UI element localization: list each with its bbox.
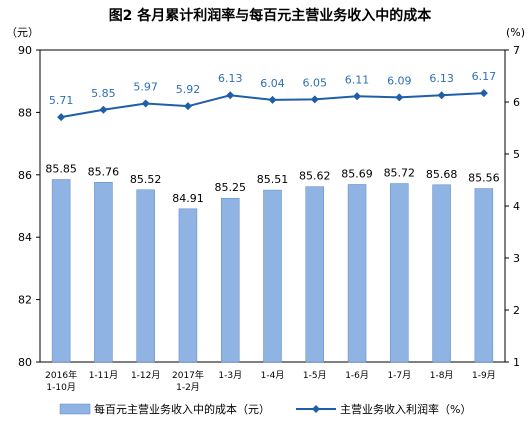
bar-data-label: 85.25 [214,181,246,194]
bar [305,186,325,363]
line-data-label: 6.11 [345,73,370,86]
line-point [141,99,150,108]
bar [347,184,367,363]
left-axis-tick-label: 86 [18,169,32,182]
line-series [57,89,488,122]
bar-data-label: 85.76 [88,165,120,178]
bar [51,179,71,363]
x-axis-tick-label: 1-4月 [261,370,285,381]
bar-data-label: 85.51 [257,173,289,186]
x-axis-tick-label: 1-12月 [131,370,160,381]
line-data-labels: 5.71 5.85 5.97 5.92 6.13 6.04 6.05 6.11 6.09 6.13… [49,70,496,107]
line-data-label: 6.17 [472,70,497,83]
left-axis-tick-label: 80 [18,356,32,369]
left-axis: 80 82 84 86 88 90 [18,44,40,369]
x-axis-tick-label: 1-9月 [472,370,496,381]
legend-bar-label: 每百元主营业务收入中的成本（元） [94,402,270,416]
bar-data-label: 85.62 [299,170,331,183]
x-axis-tick-label: 1-5月 [303,370,327,381]
x-axis-tick-label: 2017年 [172,369,204,381]
bar-data-label: 85.56 [468,172,500,185]
line-data-label: 6.05 [303,76,328,89]
bar [432,184,451,363]
right-axis-unit: (%) [506,26,525,39]
bar [220,197,240,363]
bar-data-label: 85.85 [45,162,77,175]
line-data-label: 6.13 [218,72,243,85]
bar [263,189,282,363]
right-axis-tick-label: 6 [513,96,520,109]
bar [474,188,494,363]
bar [136,189,155,363]
right-axis-tick-label: 5 [513,148,520,161]
x-axis-tick-label: 1-10月 [46,382,75,393]
left-axis-unit: （元） [6,26,39,39]
x-axis-tick-label: 1-2月 [176,382,200,393]
line-point [226,91,235,100]
line-data-label: 5.71 [49,94,74,107]
bar-data-label: 85.52 [130,173,162,186]
bar-data-labels: 85.85 85.76 85.52 84.91 85.25 85.51 85.62 85.69… [45,162,499,204]
bar-data-label: 85.72 [384,167,416,180]
legend-bar-swatch [59,403,91,415]
x-axis-tick-label: 2016年 [45,369,77,381]
line-data-label: 6.13 [429,72,454,85]
line-point [353,92,362,101]
right-axis-tick-label: 2 [513,304,520,317]
line-point [57,113,66,122]
x-axis-tick-label: 1-8月 [430,370,454,381]
right-axis: 1 2 3 4 5 6 7 [505,44,520,369]
bar-data-label: 84.91 [172,192,204,205]
x-axis-tick-label: 1-7月 [387,370,411,381]
bar [94,182,113,363]
bar [390,183,409,363]
left-axis-tick-label: 82 [18,294,32,307]
line-point [310,95,319,104]
line-point [437,91,446,100]
bar-data-label: 85.68 [426,168,458,181]
legend-line-marker [312,405,320,413]
line-data-label: 5.97 [133,81,158,94]
right-axis-tick-label: 7 [513,44,520,57]
line-data-label: 6.04 [260,77,285,90]
x-axis-tick-label: 1-6月 [345,370,369,381]
right-axis-tick-label: 4 [513,200,520,213]
chart-title: 图2 各月累计利润率与每百元主营业务收入中的成本 [109,7,433,24]
left-axis-tick-label: 88 [18,106,32,119]
left-axis-tick-label: 84 [18,231,32,244]
left-axis-tick-label: 90 [18,44,32,57]
line-point [395,93,404,102]
line-data-label: 5.85 [91,87,116,100]
bar-series [51,179,494,363]
right-axis-tick-label: 3 [513,252,520,265]
bar-data-label: 85.69 [341,167,373,180]
line-data-label: 5.92 [176,83,201,96]
line-point [183,102,192,111]
line-point [479,89,488,98]
bar [178,208,198,363]
x-axis-tick-label: 1-11月 [89,370,118,381]
line-point [268,95,277,104]
x-axis-tick-label: 1-3月 [218,370,242,381]
legend: 每百元主营业务收入中的成本（元） 主营业务收入利润率（%） [59,402,471,416]
legend-line-label: 主营业务收入利润率（%） [340,402,471,416]
right-axis-tick-label: 1 [513,356,520,369]
line-point [99,105,108,114]
line-data-label: 6.09 [387,74,412,87]
